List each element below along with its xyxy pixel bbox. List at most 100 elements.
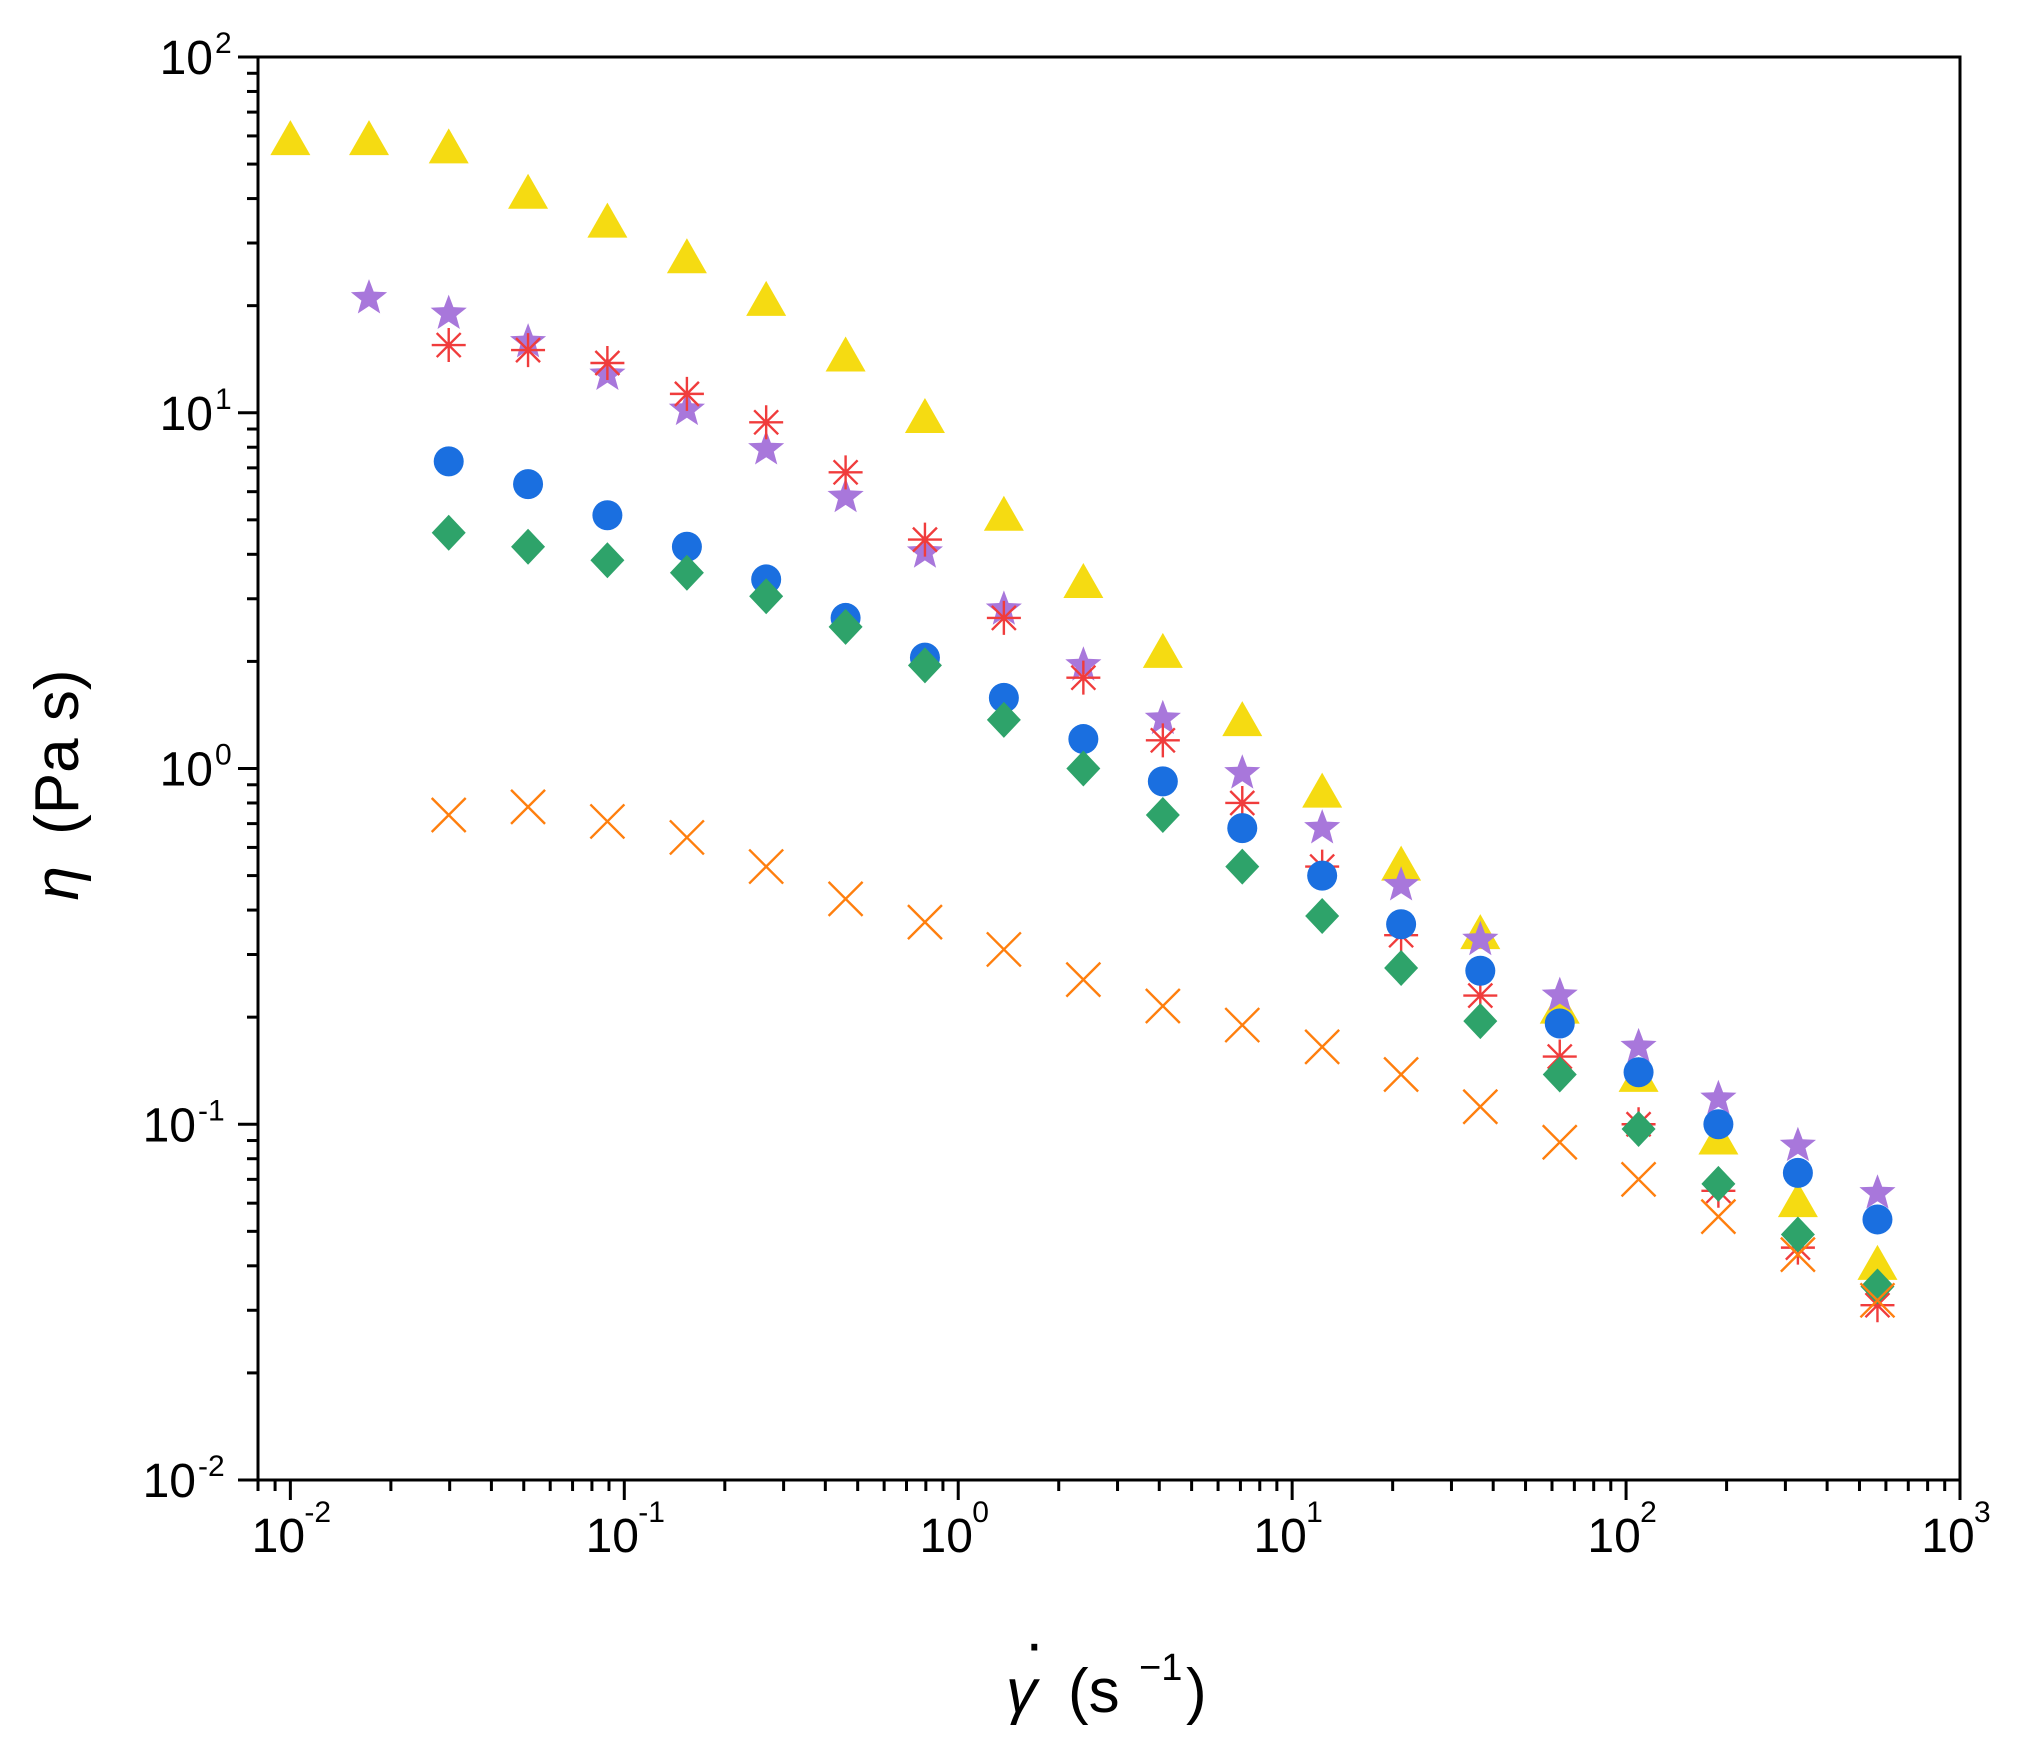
- star-series: [350, 279, 1896, 1209]
- y-tick-base: 10: [143, 1455, 196, 1508]
- axes: [256, 55, 1962, 1482]
- x-tick-base: 10: [920, 1510, 973, 1563]
- x-tick-label: 10 3: [1921, 1496, 1990, 1563]
- circle-series: [433, 446, 1893, 1235]
- x-tick-label: 10 -2: [252, 1496, 331, 1563]
- circle-point: [988, 682, 1019, 713]
- y-tick-exp: -1: [198, 1094, 225, 1127]
- y-tick-base: 10: [160, 32, 213, 85]
- cross-point: [1462, 1088, 1499, 1125]
- asterisk-point: [1145, 723, 1180, 758]
- triangle-point: [349, 120, 390, 156]
- triangle-point: [587, 202, 628, 238]
- cross-point: [1780, 1236, 1816, 1273]
- star-point: [1620, 1027, 1657, 1063]
- x-tick-base: 10: [1921, 1510, 1974, 1563]
- diamond-point: [1621, 1110, 1656, 1147]
- y-axis-title: η (Pa s): [23, 669, 92, 900]
- ticks: [238, 55, 1962, 1500]
- asterisk-point: [749, 405, 784, 440]
- star-point: [430, 294, 467, 329]
- y-tick-exp: 2: [215, 27, 232, 60]
- x-axis-title: γ · (s −1 ): [1006, 1609, 1207, 1726]
- circle-point: [1307, 860, 1338, 891]
- x-axis-unit-open: (s: [1068, 1657, 1120, 1726]
- x-tick-base: 10: [252, 1510, 305, 1563]
- diamond-point: [1145, 797, 1180, 834]
- diamond-point: [590, 542, 625, 579]
- diamond-point: [907, 647, 942, 684]
- cross-point: [1383, 1056, 1419, 1093]
- circle-point: [1068, 724, 1099, 755]
- cross-point: [1065, 961, 1102, 998]
- cross-point: [986, 931, 1022, 968]
- circle-point: [1544, 1008, 1575, 1039]
- plot-frame: [256, 55, 1962, 1482]
- x-axis-symbol: γ: [1006, 1657, 1040, 1726]
- star-point: [1700, 1079, 1737, 1114]
- cross-point: [1224, 1007, 1261, 1043]
- cross-point: [907, 904, 943, 940]
- diamond-point: [1780, 1216, 1815, 1253]
- circle-point: [513, 469, 544, 500]
- cross-point: [430, 797, 467, 833]
- triangle-series: [270, 120, 1898, 1280]
- y-tick-base: 10: [160, 744, 213, 797]
- triangle-point: [666, 238, 707, 274]
- plot-area: [270, 120, 1898, 1323]
- diamond-point: [1542, 1056, 1577, 1093]
- circle-point: [1227, 813, 1258, 844]
- circle-point: [1782, 1157, 1813, 1188]
- triangle-point: [1381, 845, 1422, 881]
- x-tick-label: 10 2: [1587, 1496, 1656, 1563]
- x-tick-exp: 3: [1974, 1496, 1991, 1529]
- cross-series: [430, 789, 1896, 1319]
- triangle-point: [904, 398, 945, 434]
- circle-point: [592, 500, 623, 531]
- x-tick-exp: 2: [1640, 1496, 1657, 1529]
- x-axis-dot: ·: [1024, 1609, 1045, 1678]
- y-tick-exp: 0: [215, 739, 232, 772]
- diamond-point: [1066, 750, 1101, 787]
- triangle-point: [983, 495, 1024, 531]
- star-point: [1304, 809, 1341, 844]
- diamond-point: [1701, 1165, 1736, 1202]
- diamond-point: [511, 528, 546, 565]
- triangle-point: [1302, 772, 1343, 808]
- star-point: [748, 430, 785, 465]
- asterisk-point: [590, 345, 625, 380]
- triangle-point: [1777, 1182, 1818, 1218]
- cross-point: [1859, 1282, 1896, 1319]
- circle-point: [1703, 1109, 1734, 1140]
- x-tick-base: 10: [1253, 1510, 1306, 1563]
- x-axis-unit-exp: −1: [1139, 1647, 1182, 1689]
- asterisk-point: [1860, 1288, 1895, 1323]
- asterisk-point: [1066, 660, 1101, 695]
- circle-point: [671, 531, 702, 562]
- star-point: [1859, 1174, 1896, 1209]
- cross-point: [669, 819, 705, 856]
- triangle-point: [746, 280, 787, 316]
- asterisk-point: [1463, 978, 1498, 1013]
- x-tick-label: 10 1: [1253, 1496, 1322, 1563]
- circle-point: [1623, 1057, 1654, 1088]
- x-tick-exp: -1: [638, 1496, 665, 1529]
- diamond-point: [828, 608, 863, 645]
- diamond-point: [749, 578, 784, 615]
- cross-point: [510, 789, 546, 825]
- asterisk-point: [1225, 785, 1260, 820]
- diamond-point: [1463, 1003, 1498, 1040]
- x-tick-base: 10: [586, 1510, 639, 1563]
- diamond-point: [986, 701, 1021, 738]
- diamond-point: [431, 514, 466, 551]
- y-tick-label: 110: [160, 383, 232, 441]
- cross-point: [748, 848, 785, 885]
- asterisk-point: [511, 333, 546, 368]
- circle-point: [1862, 1204, 1893, 1235]
- asterisk-point: [986, 600, 1021, 635]
- star-point: [1462, 920, 1499, 956]
- cross-point: [589, 803, 626, 840]
- x-tick-exp: 1: [1306, 1496, 1323, 1529]
- asterisk-point: [907, 522, 942, 557]
- y-tick-label: 010: [160, 739, 232, 797]
